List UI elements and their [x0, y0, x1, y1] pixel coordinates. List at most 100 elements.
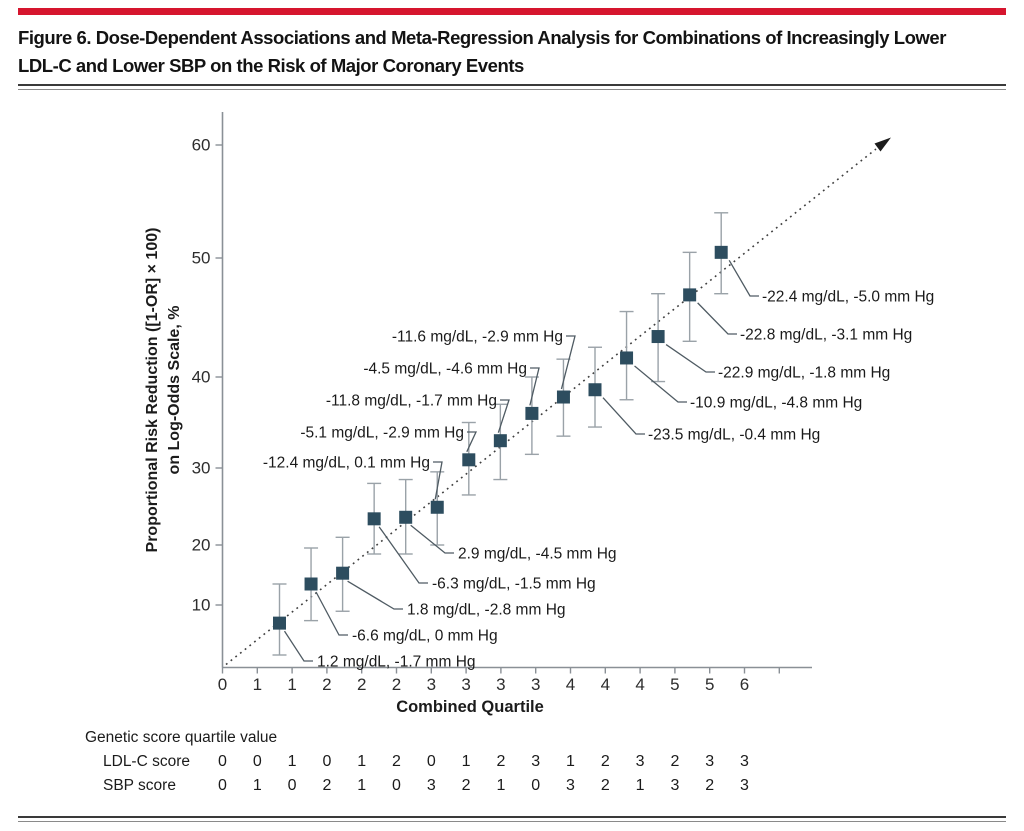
annotation-leader-line [665, 344, 715, 373]
score-value: 0 [427, 753, 436, 770]
score-value: 3 [531, 753, 540, 770]
annotation-leader-line [315, 591, 348, 636]
annotation-label: -22.8 mg/dL, -3.1 mm Hg [740, 327, 912, 344]
score-value: 0 [218, 753, 227, 770]
x-tick-label: 2 [392, 675, 401, 694]
title-rule [18, 84, 1006, 90]
x-tick-label: 5 [705, 675, 714, 694]
score-value: 3 [670, 777, 679, 794]
score-row-label: LDL-C score [103, 753, 190, 770]
y-axis-title-line2: on Log-Odds Scale, % [166, 306, 183, 475]
score-value: 0 [531, 777, 540, 794]
data-point-marker [556, 390, 570, 404]
data-point-marker [683, 288, 697, 302]
annotation-leader-line [410, 524, 454, 554]
score-value: 0 [322, 753, 331, 770]
score-value: 2 [670, 753, 679, 770]
x-tick-label: 3 [496, 675, 505, 694]
score-value: 1 [496, 777, 505, 794]
score-row-label: SBP score [103, 777, 176, 794]
x-tick-label: 1 [287, 675, 296, 694]
data-point-marker [493, 434, 507, 448]
score-value: 1 [357, 777, 366, 794]
annotation-leader-line [560, 335, 576, 390]
score-value: 2 [601, 753, 610, 770]
x-tick-label: 6 [740, 675, 749, 694]
annotation-leader-line [602, 397, 645, 435]
x-tick-label: 4 [601, 675, 610, 694]
bottom-rule [18, 816, 1006, 822]
brand-bar [18, 8, 1006, 15]
annotation-leader-line [378, 526, 428, 584]
annotation-label: 2.9 mg/dL, -4.5 mm Hg [458, 546, 617, 563]
annotation-leader-line [283, 630, 313, 662]
score-value: 1 [636, 777, 645, 794]
score-value: 0 [288, 777, 297, 794]
score-value: 3 [566, 777, 575, 794]
x-tick-label: 4 [566, 675, 575, 694]
y-tick-label: 60 [192, 136, 211, 155]
score-value: 0 [218, 777, 227, 794]
y-tick-label: 30 [192, 459, 211, 478]
score-value: 1 [253, 777, 262, 794]
x-tick-label: 4 [635, 675, 644, 694]
data-point-marker [620, 351, 634, 365]
annotation-label: -6.6 mg/dL, 0 mm Hg [352, 628, 498, 645]
annotation-label: -10.9 mg/dL, -4.8 mm Hg [690, 395, 862, 412]
score-value: 2 [392, 753, 401, 770]
figure-title-line2: LDL-C and Lower SBP on the Risk of Major… [18, 55, 524, 76]
score-value: 1 [566, 753, 575, 770]
score-value: 3 [636, 753, 645, 770]
data-point-marker [430, 500, 444, 514]
y-tick-label: 20 [192, 536, 211, 555]
score-value: 3 [705, 753, 714, 770]
data-point-marker [399, 510, 413, 524]
data-point-marker [462, 453, 476, 467]
x-tick-label: 5 [670, 675, 679, 694]
annotation-leader-line [728, 260, 759, 297]
figure-title: Figure 6. Dose-Dependent Associations an… [18, 24, 1010, 80]
trend-arrowhead-icon [874, 137, 891, 152]
annotation-label: 1.2 mg/dL, -1.7 mm Hg [317, 654, 476, 671]
y-tick-label: 10 [192, 596, 211, 615]
y-tick-label: 50 [192, 249, 211, 268]
data-point-marker [525, 406, 539, 420]
annotation-label: -5.1 mg/dL, -2.9 mm Hg [300, 425, 464, 442]
score-value: 0 [392, 777, 401, 794]
annotation-leader-line [497, 399, 510, 433]
data-point-marker [273, 616, 286, 630]
score-value: 1 [288, 753, 297, 770]
x-tick-label: 3 [531, 675, 540, 694]
figure-title-line1: Figure 6. Dose-Dependent Associations an… [18, 27, 946, 48]
score-value: 2 [705, 777, 714, 794]
data-point-marker [336, 566, 350, 580]
annotation-leader-line [347, 580, 403, 610]
x-tick-label: 3 [461, 675, 470, 694]
annotation-label: -22.4 mg/dL, -5.0 mm Hg [762, 289, 934, 306]
x-tick-label: 1 [253, 675, 262, 694]
x-tick-label: 3 [427, 675, 436, 694]
annotation-leader-line [529, 367, 540, 406]
score-value: 3 [740, 753, 749, 770]
score-value: 2 [496, 753, 505, 770]
annotation-leader-line [466, 431, 478, 453]
score-value: 3 [740, 777, 749, 794]
data-point-marker [304, 577, 318, 591]
x-tick-label: 0 [218, 675, 227, 694]
score-value: 2 [322, 777, 331, 794]
x-axis-title: Combined Quartile [396, 698, 544, 716]
x-tick-label: 2 [357, 675, 366, 694]
annotation-label: -12.4 mg/dL, 0.1 mm Hg [263, 455, 430, 472]
score-value: 1 [462, 753, 471, 770]
annotation-label: -4.5 mg/dL, -4.6 mm Hg [363, 361, 527, 378]
x-tick-label: 2 [322, 675, 331, 694]
annotation-label: -11.8 mg/dL, -1.7 mm Hg [326, 393, 497, 410]
data-point-marker [588, 383, 602, 397]
data-point-marker [651, 330, 665, 344]
score-value: 3 [427, 777, 436, 794]
annotation-label: -23.5 mg/dL, -0.4 mm Hg [648, 427, 820, 444]
score-value: 1 [357, 753, 366, 770]
trend-dotted-line [225, 148, 877, 666]
